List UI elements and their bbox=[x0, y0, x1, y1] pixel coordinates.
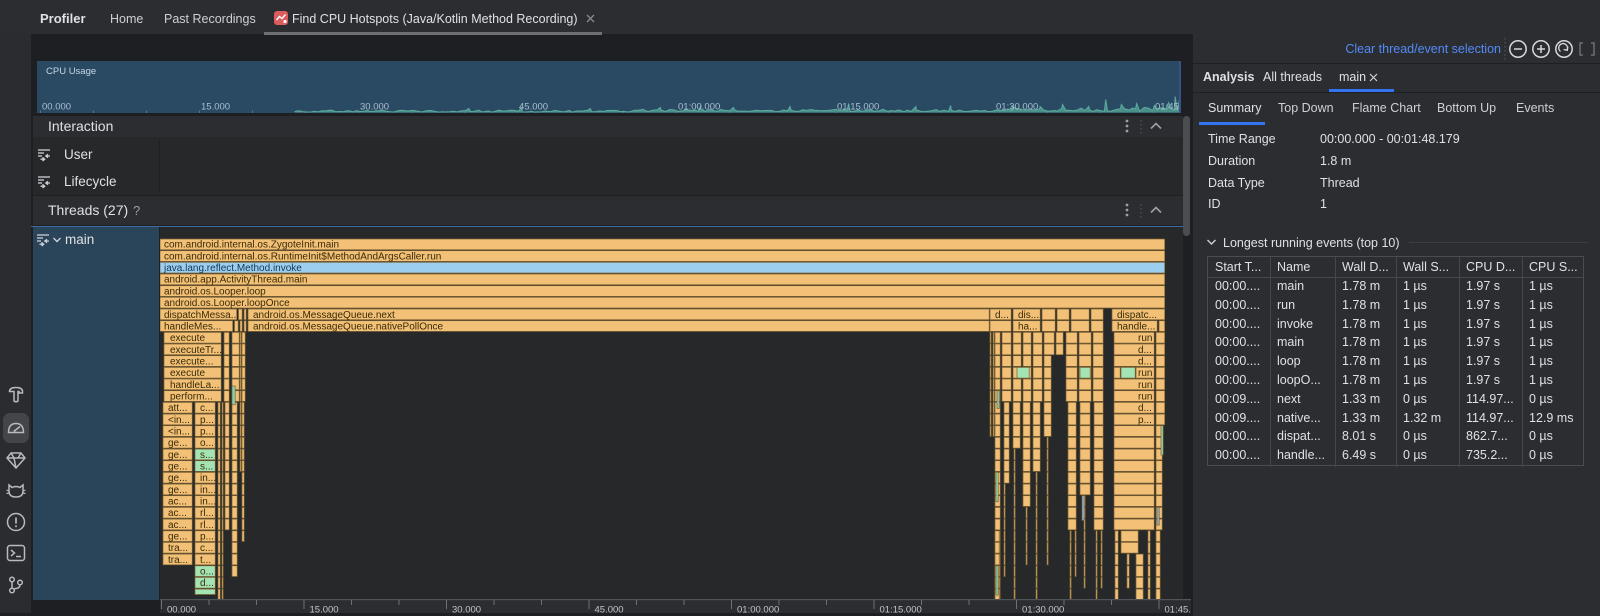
svg-text:ge...: ge... bbox=[168, 450, 187, 461]
svg-text:android.app.ActivityThread.mai: android.app.ActivityThread.main bbox=[164, 275, 307, 286]
svg-text:execute...: execute... bbox=[170, 356, 213, 367]
svg-text:perform...: perform... bbox=[170, 391, 213, 402]
svg-text:30.000: 30.000 bbox=[452, 605, 481, 616]
svg-text:run: run bbox=[1138, 380, 1152, 391]
svg-text:att...: att... bbox=[168, 403, 187, 414]
svg-text:run: run bbox=[1138, 368, 1152, 379]
svg-text:handleMes...: handleMes... bbox=[164, 321, 221, 332]
svg-text:00.000: 00.000 bbox=[42, 102, 71, 113]
svg-text:d...: d... bbox=[1138, 356, 1152, 367]
svg-text:c...: c... bbox=[200, 403, 213, 414]
svg-text:executeTr...: executeTr... bbox=[170, 345, 222, 356]
svg-text:execute: execute bbox=[170, 333, 205, 344]
svg-text:ge...: ge... bbox=[168, 532, 187, 543]
svg-text:01:30.000: 01:30.000 bbox=[1022, 605, 1064, 616]
svg-text:01:30.000: 01:30.000 bbox=[996, 102, 1038, 113]
svg-text:ac...: ac... bbox=[168, 520, 187, 531]
svg-text:<in...: <in... bbox=[168, 427, 190, 438]
svg-text:45.000: 45.000 bbox=[519, 102, 548, 113]
svg-text:run: run bbox=[1138, 391, 1152, 402]
svg-text:c...: c... bbox=[200, 543, 213, 554]
svg-text:android.os.Looper.loop: android.os.Looper.loop bbox=[164, 286, 266, 297]
svg-text:ha...: ha... bbox=[1018, 321, 1037, 332]
svg-text:o...: o... bbox=[200, 567, 214, 578]
svg-text:android.os.Looper.loopOnce: android.os.Looper.loopOnce bbox=[164, 298, 290, 309]
svg-text:01:00.000: 01:00.000 bbox=[678, 102, 720, 113]
svg-text:s...: s... bbox=[200, 462, 213, 473]
svg-text:d...: d... bbox=[995, 310, 1009, 321]
svg-text:t...: t... bbox=[200, 555, 211, 566]
svg-text:java.lang.reflect.Method.invok: java.lang.reflect.Method.invoke bbox=[163, 263, 302, 274]
svg-text:01:45.0: 01:45.0 bbox=[1165, 605, 1192, 616]
svg-text:dis...: dis... bbox=[1018, 310, 1039, 321]
svg-text:execute: execute bbox=[170, 368, 205, 379]
svg-text:handleLa...: handleLa... bbox=[170, 380, 220, 391]
svg-text:run: run bbox=[1138, 333, 1152, 344]
svg-text:ge...: ge... bbox=[168, 462, 187, 473]
svg-text:00.000: 00.000 bbox=[167, 605, 196, 616]
svg-text:o...: o... bbox=[200, 438, 214, 449]
svg-text:rl...: rl... bbox=[200, 508, 214, 519]
svg-text:tra...: tra... bbox=[168, 555, 188, 566]
svg-text:01:15.000: 01:15.000 bbox=[880, 605, 922, 616]
svg-text:in...: in... bbox=[200, 497, 216, 508]
svg-text:s...: s... bbox=[200, 450, 213, 461]
svg-text:com.android.internal.os.Zygote: com.android.internal.os.ZygoteInit.main bbox=[164, 240, 339, 251]
svg-text:p...: p... bbox=[200, 415, 214, 426]
svg-text:01:45.0: 01:45.0 bbox=[1155, 102, 1181, 113]
svg-text:dispatchMessa...: dispatchMessa... bbox=[164, 310, 239, 321]
svg-text:15.000: 15.000 bbox=[310, 605, 339, 616]
svg-text:d...: d... bbox=[1138, 403, 1152, 414]
svg-text:tra...: tra... bbox=[168, 543, 188, 554]
svg-text:d...: d... bbox=[1138, 345, 1152, 356]
svg-text:01:00.000: 01:00.000 bbox=[737, 605, 779, 616]
svg-text:com.android.internal.os.Runtim: com.android.internal.os.RuntimeInit$Meth… bbox=[164, 251, 441, 262]
svg-text:p...: p... bbox=[200, 532, 214, 543]
svg-text:45.000: 45.000 bbox=[595, 605, 624, 616]
svg-text:01:15.000: 01:15.000 bbox=[837, 102, 879, 113]
svg-text:ge...: ge... bbox=[168, 473, 187, 484]
svg-text:ac...: ac... bbox=[168, 497, 187, 508]
svg-text:p...: p... bbox=[200, 427, 214, 438]
svg-text:30.000: 30.000 bbox=[360, 102, 389, 113]
svg-text:in...: in... bbox=[200, 473, 216, 484]
svg-text:in...: in... bbox=[200, 485, 216, 496]
svg-text:ac...: ac... bbox=[168, 508, 187, 519]
svg-text:ge...: ge... bbox=[168, 438, 187, 449]
svg-text:handle...: handle... bbox=[1117, 321, 1155, 332]
svg-text:d...: d... bbox=[200, 578, 214, 589]
svg-text:15.000: 15.000 bbox=[201, 102, 230, 113]
svg-text:android.os.MessageQueue.native: android.os.MessageQueue.nativePollOnce bbox=[253, 321, 444, 332]
svg-text:<in...: <in... bbox=[168, 415, 190, 426]
svg-text:p...: p... bbox=[1138, 415, 1152, 426]
svg-text:dispatc...: dispatc... bbox=[1117, 310, 1157, 321]
svg-text:rl...: rl... bbox=[200, 520, 214, 531]
svg-text:android.os.MessageQueue.next: android.os.MessageQueue.next bbox=[253, 310, 395, 321]
svg-text:ge...: ge... bbox=[168, 485, 187, 496]
